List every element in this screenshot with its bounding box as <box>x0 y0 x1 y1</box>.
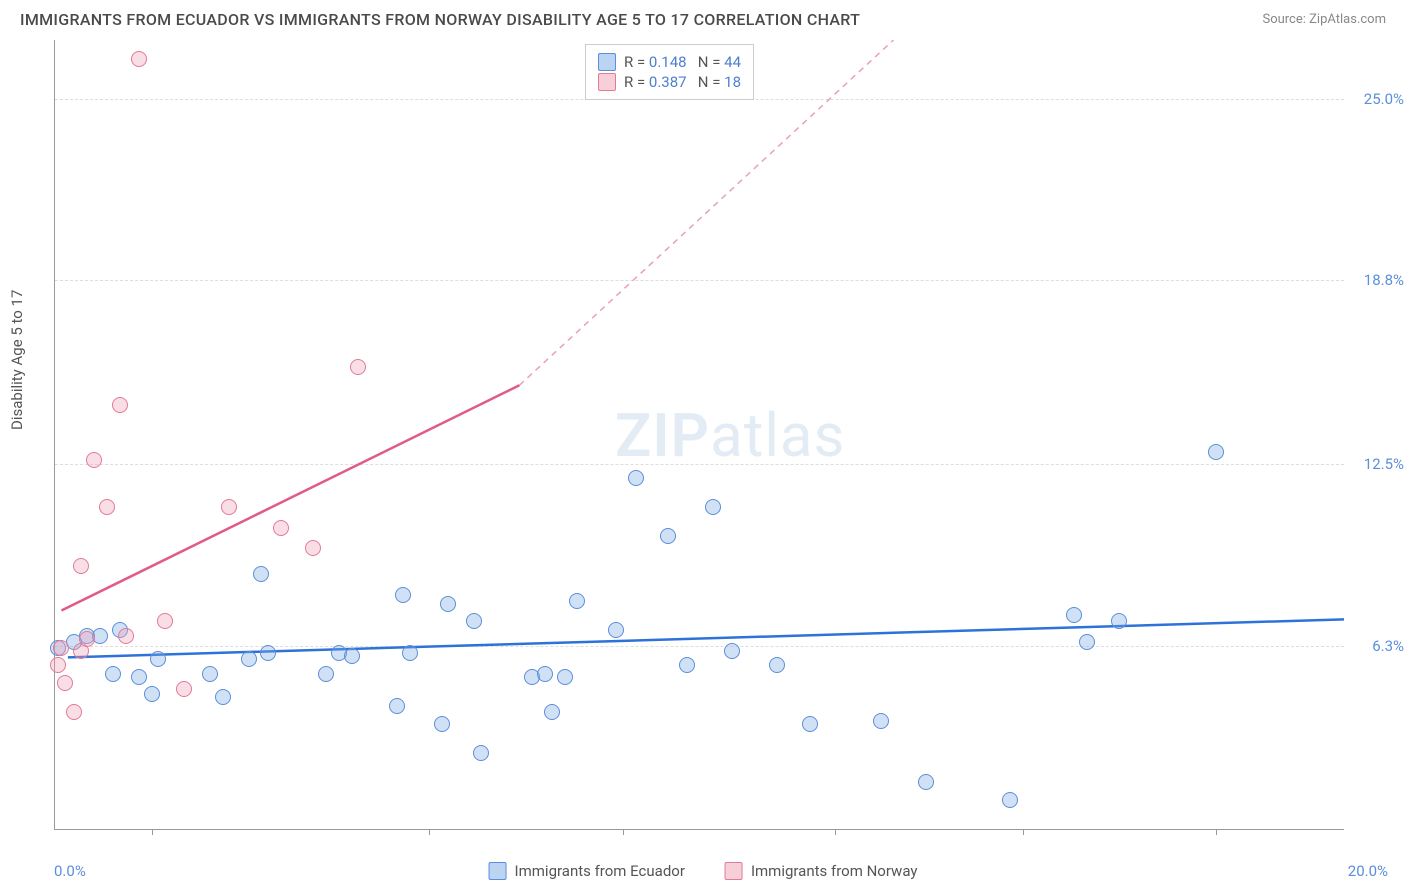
x-tick-mark <box>429 829 430 835</box>
scatter-point <box>241 651 257 667</box>
scatter-point <box>150 651 166 667</box>
gridline-h <box>55 646 1344 647</box>
plot-area: 6.3%12.5%18.8%25.0%ZIPatlasR = 0.148 N =… <box>54 40 1344 830</box>
scatter-point <box>350 359 366 375</box>
gridline-h <box>55 280 1344 281</box>
scatter-point <box>112 397 128 413</box>
scatter-point <box>705 499 721 515</box>
scatter-point <box>260 645 276 661</box>
scatter-point <box>53 640 69 656</box>
scatter-point <box>344 648 360 664</box>
scatter-point <box>389 698 405 714</box>
x-tick-mark <box>152 829 153 835</box>
legend-label-ecuador: Immigrants from Ecuador <box>515 862 685 880</box>
legend-item-ecuador: Immigrants from Ecuador <box>489 862 685 880</box>
scatter-point <box>105 666 121 682</box>
bottom-legend: Immigrants from Ecuador Immigrants from … <box>489 862 918 880</box>
y-axis-label: Disability Age 5 to 17 <box>8 290 26 430</box>
trend-lines <box>55 40 1344 829</box>
scatter-point <box>57 675 73 691</box>
swatch-pink-icon <box>598 73 616 91</box>
gridline-h <box>55 464 1344 465</box>
scatter-point <box>118 628 134 644</box>
scatter-point <box>724 643 740 659</box>
scatter-point <box>1066 607 1082 623</box>
scatter-point <box>305 540 321 556</box>
scatter-point <box>440 596 456 612</box>
stats-legend-row: R = 0.148 N = 44 <box>598 53 741 71</box>
legend-label-norway: Immigrants from Norway <box>751 862 918 880</box>
scatter-point <box>253 566 269 582</box>
scatter-point <box>79 631 95 647</box>
scatter-point <box>918 774 934 790</box>
scatter-point <box>73 558 89 574</box>
y-tick-label: 12.5% <box>1349 455 1404 473</box>
swatch-pink-icon <box>725 862 743 880</box>
stats-legend-row: R = 0.387 N = 18 <box>598 73 741 91</box>
source-label: Source: ZipAtlas.com <box>1262 12 1386 27</box>
watermark: ZIPatlas <box>615 400 846 471</box>
scatter-point <box>769 657 785 673</box>
scatter-point <box>176 681 192 697</box>
scatter-point <box>131 669 147 685</box>
scatter-point <box>544 704 560 720</box>
x-tick-mark <box>1216 829 1217 835</box>
scatter-point <box>86 452 102 468</box>
scatter-point <box>434 716 450 732</box>
scatter-point <box>466 613 482 629</box>
scatter-point <box>50 657 66 673</box>
x-tick-mark <box>835 829 836 835</box>
x-tick-mark <box>623 829 624 835</box>
y-tick-label: 6.3% <box>1349 637 1404 655</box>
scatter-point <box>157 613 173 629</box>
x-axis-min-label: 0.0% <box>54 862 86 880</box>
scatter-point <box>569 593 585 609</box>
scatter-point <box>537 666 553 682</box>
scatter-point <box>873 713 889 729</box>
scatter-point <box>273 520 289 536</box>
swatch-blue-icon <box>598 53 616 71</box>
scatter-point <box>473 745 489 761</box>
y-tick-label: 25.0% <box>1349 90 1404 108</box>
scatter-point <box>557 669 573 685</box>
scatter-point <box>1111 613 1127 629</box>
chart-title: IMMIGRANTS FROM ECUADOR VS IMMIGRANTS FR… <box>20 10 860 29</box>
scatter-point <box>66 704 82 720</box>
legend-item-norway: Immigrants from Norway <box>725 862 918 880</box>
scatter-point <box>144 686 160 702</box>
scatter-point <box>318 666 334 682</box>
scatter-point <box>395 587 411 603</box>
x-axis-max-label: 20.0% <box>1348 862 1388 880</box>
scatter-point <box>215 689 231 705</box>
scatter-point <box>131 51 147 67</box>
scatter-point <box>99 499 115 515</box>
scatter-point <box>1002 792 1018 808</box>
swatch-blue-icon <box>489 862 507 880</box>
stats-legend: R = 0.148 N = 44 R = 0.387 N = 18 <box>585 44 754 100</box>
scatter-point <box>608 622 624 638</box>
scatter-point <box>202 666 218 682</box>
scatter-point <box>628 470 644 486</box>
y-tick-label: 18.8% <box>1349 271 1404 289</box>
scatter-point <box>221 499 237 515</box>
scatter-point <box>802 716 818 732</box>
scatter-point <box>679 657 695 673</box>
scatter-point <box>1208 444 1224 460</box>
scatter-point <box>402 645 418 661</box>
scatter-point <box>660 528 676 544</box>
scatter-point <box>1079 634 1095 650</box>
x-tick-mark <box>1023 829 1024 835</box>
